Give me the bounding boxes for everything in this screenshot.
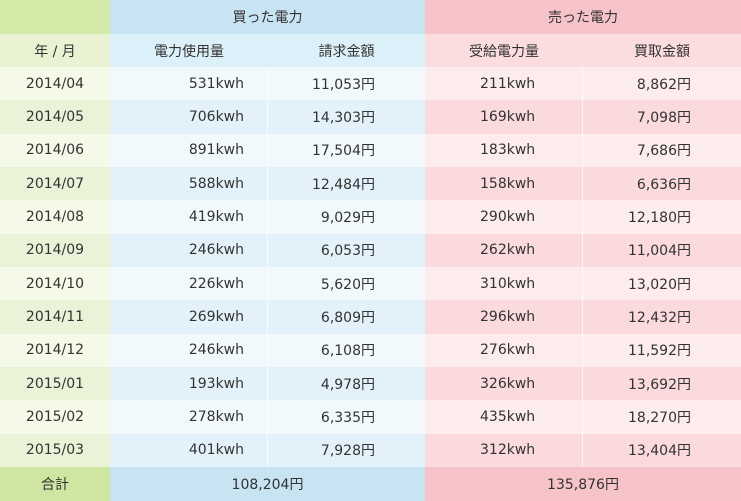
date-group-header [0, 0, 110, 34]
table-cell: 12,432円 [583, 300, 741, 334]
sold-group-header: 売った電力 [425, 0, 741, 34]
table-cell: 6,335円 [268, 400, 425, 434]
column-header: 電力使用量 [110, 34, 268, 67]
table-cell: 226kwh [110, 267, 268, 301]
bought-total: 108,204円 [110, 467, 425, 501]
table-cell: 169kwh [425, 100, 583, 134]
column-header: 買取金額 [583, 34, 741, 67]
table-cell: 158kwh [425, 167, 583, 201]
table-cell: 531kwh [110, 67, 268, 101]
table-cell: 9,029円 [268, 200, 425, 234]
table-cell: 296kwh [425, 300, 583, 334]
table-cell: 183kwh [425, 133, 583, 167]
table-cell: 6,053円 [268, 233, 425, 267]
table-cell: 11,053円 [268, 67, 425, 101]
table-cell: 435kwh [425, 400, 583, 434]
sold-total: 135,876円 [425, 467, 741, 501]
table-cell: 2014/06 [0, 133, 110, 167]
table-cell: 2014/05 [0, 100, 110, 134]
table-cell: 290kwh [425, 200, 583, 234]
table-cell: 276kwh [425, 333, 583, 367]
table-cell: 2014/10 [0, 267, 110, 301]
table-cell: 211kwh [425, 67, 583, 101]
table-cell: 312kwh [425, 433, 583, 467]
table-cell: 246kwh [110, 233, 268, 267]
table-cell: 310kwh [425, 267, 583, 301]
table-cell: 193kwh [110, 367, 268, 401]
table-cell: 2014/07 [0, 167, 110, 201]
table-cell: 18,270円 [583, 400, 741, 434]
column-header: 受給電力量 [425, 34, 583, 67]
table-cell: 6,809円 [268, 300, 425, 334]
table-cell: 419kwh [110, 200, 268, 234]
table-cell: 5,620円 [268, 267, 425, 301]
table-cell: 6,636円 [583, 167, 741, 201]
footer-label: 合計 [0, 467, 110, 501]
table-cell: 891kwh [110, 133, 268, 167]
table-cell: 278kwh [110, 400, 268, 434]
table-cell: 7,686円 [583, 133, 741, 167]
table-cell: 6,108円 [268, 333, 425, 367]
table-cell: 13,692円 [583, 367, 741, 401]
bought-group-header: 買った電力 [110, 0, 425, 34]
table-cell: 401kwh [110, 433, 268, 467]
table-cell: 2014/11 [0, 300, 110, 334]
column-header: 年 / 月 [0, 34, 110, 67]
table-cell: 12,484円 [268, 167, 425, 201]
table-cell: 2014/12 [0, 333, 110, 367]
table-cell: 706kwh [110, 100, 268, 134]
table-cell: 17,504円 [268, 133, 425, 167]
table-cell: 14,303円 [268, 100, 425, 134]
table-cell: 262kwh [425, 233, 583, 267]
table-cell: 7,098円 [583, 100, 741, 134]
table-cell: 2014/04 [0, 67, 110, 101]
table-cell: 4,978円 [268, 367, 425, 401]
table-cell: 13,404円 [583, 433, 741, 467]
table-cell: 2015/03 [0, 433, 110, 467]
column-header: 請求金額 [268, 34, 425, 67]
table-cell: 588kwh [110, 167, 268, 201]
table-cell: 8,862円 [583, 67, 741, 101]
table-cell: 7,928円 [268, 433, 425, 467]
table-cell: 2014/08 [0, 200, 110, 234]
table-cell: 2015/01 [0, 367, 110, 401]
table-cell: 326kwh [425, 367, 583, 401]
table-cell: 11,592円 [583, 333, 741, 367]
table-cell: 13,020円 [583, 267, 741, 301]
table-cell: 269kwh [110, 300, 268, 334]
table-cell: 12,180円 [583, 200, 741, 234]
table-cell: 246kwh [110, 333, 268, 367]
table-cell: 2014/09 [0, 233, 110, 267]
table-cell: 2015/02 [0, 400, 110, 434]
table-cell: 11,004円 [583, 233, 741, 267]
